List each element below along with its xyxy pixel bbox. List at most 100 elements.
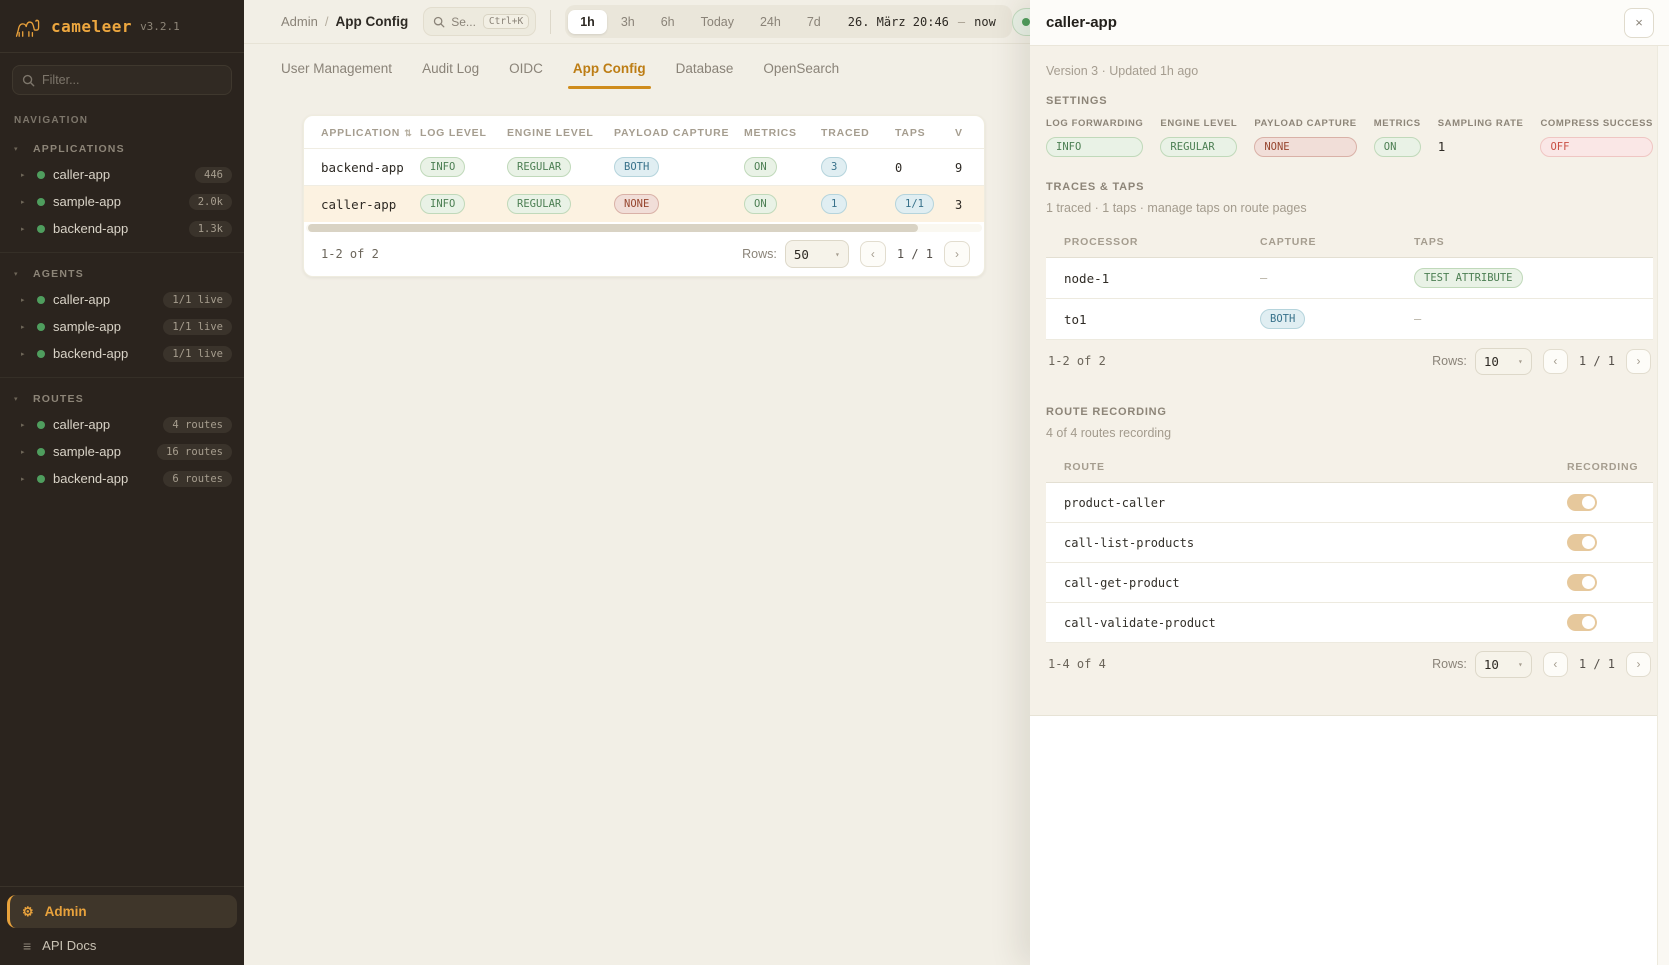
table-row-caller-app[interactable]: caller-app INFO REGULAR NONE ON 1 1/1 3 xyxy=(304,185,984,222)
status-dot xyxy=(37,322,45,331)
rows-per-page-select[interactable]: 10 ▾ xyxy=(1474,650,1532,678)
tab-user-management[interactable]: User Management xyxy=(281,61,393,76)
setting-value-pill: NONE xyxy=(1254,137,1357,157)
sidebar-item-applications-backend-app[interactable]: ▸ backend-app 1.3k xyxy=(0,215,244,242)
time-range-24h[interactable]: 24h xyxy=(759,14,781,29)
scrollbar-thumb[interactable] xyxy=(308,224,918,232)
global-search[interactable]: Se... Ctrl+K xyxy=(423,7,537,36)
toggle-knob xyxy=(1582,576,1595,589)
sidebar-item-api-docs[interactable]: ≡ API Docs xyxy=(7,928,237,957)
section-header-applications[interactable]: ▾ APPLICATIONS xyxy=(0,137,244,161)
rows-per-page-select[interactable]: 10 ▾ xyxy=(1474,347,1532,375)
sidebar-item-routes-sample-app[interactable]: ▸ sample-app 16 routes xyxy=(0,438,244,465)
status-pill: ON xyxy=(744,157,777,177)
route-row-call-get-product: call-get-product xyxy=(1046,562,1653,603)
table-cell: 0 xyxy=(889,148,949,186)
filter-input[interactable] xyxy=(42,73,222,87)
app-name: cameleer xyxy=(51,16,133,36)
cell-value: — xyxy=(1260,271,1268,285)
setting-label: METRICS xyxy=(1373,118,1421,129)
prev-page-button[interactable]: ‹ xyxy=(1542,348,1568,374)
route-name-cell: call-validate-product xyxy=(1046,602,1557,643)
row-range: 1-2 of 2 xyxy=(1048,354,1106,368)
table-cell: INFO xyxy=(414,148,501,186)
tab-opensearch[interactable]: OpenSearch xyxy=(763,61,840,76)
table-cell: BOTH xyxy=(1250,298,1404,340)
admin-label: Admin xyxy=(44,904,87,919)
recording-toggle[interactable] xyxy=(1567,534,1597,551)
section-header-routes[interactable]: ▾ ROUTES xyxy=(0,387,244,411)
sort-icon[interactable]: ⇅ xyxy=(404,128,413,138)
sidebar-filter[interactable] xyxy=(12,65,232,95)
prev-page-button[interactable]: ‹ xyxy=(859,241,886,267)
time-range-1h[interactable]: 1h xyxy=(568,9,607,34)
section-header-agents[interactable]: ▾ AGENTS xyxy=(0,262,244,286)
sidebar-section-agents: ▾ AGENTS ▸ caller-app 1/1 live ▸ sample-app 1/1… xyxy=(0,253,244,378)
table-cell: — xyxy=(1250,257,1404,299)
setting-sampling-rate: SAMPLING RATE 1 xyxy=(1438,118,1524,157)
route-name-cell: product-caller xyxy=(1046,482,1557,523)
recording-cell xyxy=(1557,562,1653,603)
item-label: caller-app xyxy=(53,417,111,432)
sidebar-item-agents-backend-app[interactable]: ▸ backend-app 1/1 live xyxy=(0,340,244,367)
table-cell: to1 xyxy=(1046,298,1250,340)
setting-log-forwarding: LOG FORWARDING INFO xyxy=(1046,118,1144,157)
gear-icon: ⚙ xyxy=(22,904,34,919)
status-pill: INFO xyxy=(420,157,466,177)
time-range-3h[interactable]: 3h xyxy=(620,14,635,29)
cell-value: node-1 xyxy=(1064,270,1110,286)
sidebar-item-agents-sample-app[interactable]: ▸ sample-app 1/1 live xyxy=(0,313,244,340)
recording-toggle[interactable] xyxy=(1567,574,1597,591)
table-row-to1[interactable]: to1 BOTH — xyxy=(1046,298,1653,340)
sidebar-item-routes-backend-app[interactable]: ▸ backend-app 6 routes xyxy=(0,465,244,492)
item-badge: 4 routes xyxy=(163,416,232,433)
applications-table-header: APPLICATION ⇅ LOG LEVEL ENGINE LEVEL PAYLOAD… xyxy=(304,116,984,149)
item-label: sample-app xyxy=(53,319,121,334)
admin-tabs: User Management Audit Log OIDC App Config Da… xyxy=(244,44,1669,89)
date-range-display[interactable]: 26. März 20:46 — now xyxy=(835,15,1009,29)
tab-oidc[interactable]: OIDC xyxy=(509,61,543,76)
detail-panel: caller-app × Version 3 · Updated 1h ago … xyxy=(1030,0,1669,965)
route-row-call-list-products: call-list-products xyxy=(1046,522,1653,563)
time-range-today[interactable]: Today xyxy=(700,14,734,29)
close-icon[interactable]: × xyxy=(1624,7,1654,38)
item-label: backend-app xyxy=(53,221,129,236)
section-title: AGENTS xyxy=(33,268,84,280)
recording-toggle[interactable] xyxy=(1567,494,1597,511)
column-header-engine-level: ENGINE LEVEL xyxy=(507,127,594,139)
rows-per-page-select[interactable]: 50 ▾ xyxy=(784,240,849,268)
item-badge: 1/1 live xyxy=(163,291,232,308)
next-page-button[interactable]: › xyxy=(944,241,970,267)
sidebar-item-applications-sample-app[interactable]: ▸ sample-app 2.0k xyxy=(0,188,244,215)
app-config-card: APPLICATION ⇅ LOG LEVEL ENGINE LEVEL PAYLOAD… xyxy=(303,115,985,277)
sidebar-item-admin[interactable]: ⚙ Admin xyxy=(7,895,237,928)
tab-database[interactable]: Database xyxy=(675,61,734,76)
table-cell: NONE xyxy=(608,185,738,222)
section-title: ROUTES xyxy=(33,393,84,405)
column-header-payload-capture: PAYLOAD CAPTURE xyxy=(614,127,730,139)
next-page-button[interactable]: › xyxy=(1626,651,1651,677)
route-recording-table-footer: 1-4 of 4 Rows: 10 ▾ ‹ 1 / 1 › xyxy=(1046,643,1653,685)
item-badge: 1/1 live xyxy=(163,318,232,335)
status-pill: ON xyxy=(744,194,777,214)
table-row-node-1[interactable]: node-1 — TEST ATTRIBUTE xyxy=(1046,257,1653,299)
breadcrumb-admin[interactable]: Admin xyxy=(281,14,318,29)
time-range-6h[interactable]: 6h xyxy=(660,14,675,29)
setting-label: COMPRESS SUCCESS xyxy=(1540,118,1653,129)
recording-toggle[interactable] xyxy=(1567,614,1597,631)
setting-label: ENGINE LEVEL xyxy=(1160,118,1238,129)
sidebar-item-applications-caller-app[interactable]: ▸ caller-app 446 xyxy=(0,161,244,188)
time-range-7d[interactable]: 7d xyxy=(806,14,821,29)
tab-audit-log[interactable]: Audit Log xyxy=(422,61,480,76)
next-page-button[interactable]: › xyxy=(1626,348,1651,374)
table-cell: 3 xyxy=(949,185,984,222)
sidebar-item-agents-caller-app[interactable]: ▸ caller-app 1/1 live xyxy=(0,286,244,313)
horizontal-scrollbar[interactable] xyxy=(306,224,982,232)
table-row-backend-app[interactable]: backend-app INFO REGULAR BOTH ON 3 0 9 xyxy=(304,148,984,186)
cell-value: — xyxy=(1414,312,1422,326)
tab-app-config[interactable]: App Config xyxy=(567,61,651,89)
prev-page-button[interactable]: ‹ xyxy=(1542,651,1568,677)
status-dot xyxy=(37,197,45,206)
section-title: APPLICATIONS xyxy=(33,143,125,155)
sidebar-item-routes-caller-app[interactable]: ▸ caller-app 4 routes xyxy=(0,411,244,438)
